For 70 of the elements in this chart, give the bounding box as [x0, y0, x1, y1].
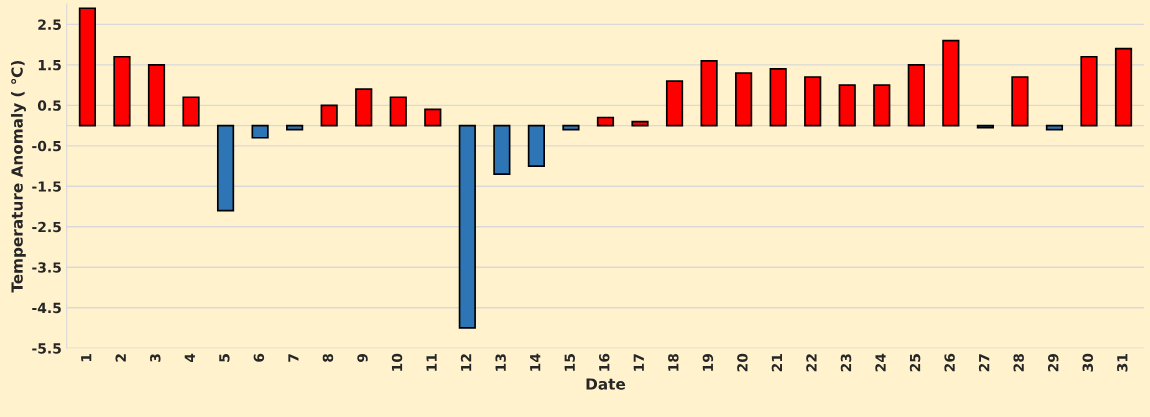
- y-tick-label: -0.5: [32, 140, 61, 152]
- x-tick-label: 8: [322, 353, 334, 362]
- bar: [320, 104, 338, 127]
- bar: [527, 124, 546, 167]
- bar: [562, 124, 580, 131]
- bar: [631, 120, 649, 127]
- bar: [873, 84, 891, 127]
- bar: [355, 88, 373, 127]
- y-tick-label: 2.5: [38, 19, 61, 30]
- x-tick-label: 18: [668, 353, 679, 371]
- x-tick-label: 26: [944, 353, 955, 372]
- x-tick-label: 7: [288, 354, 299, 362]
- bar: [251, 124, 269, 139]
- x-tick-label: 9: [357, 353, 368, 362]
- x-tick-label: 21: [771, 354, 782, 372]
- x-tick-label: 3: [150, 354, 161, 362]
- bar: [735, 72, 753, 127]
- bar: [596, 116, 615, 127]
- y-tick-label: -5.5: [32, 343, 61, 354]
- bar: [1011, 76, 1029, 127]
- y-tick-label: -2.5: [32, 221, 61, 233]
- bar: [458, 124, 476, 329]
- x-tick-label: 15: [564, 354, 575, 371]
- bar: [907, 64, 925, 127]
- bar: [665, 80, 684, 127]
- x-tick-label: 17: [633, 354, 644, 371]
- x-tick-label: 14: [530, 353, 541, 371]
- bar: [1114, 47, 1133, 127]
- bar: [424, 108, 442, 127]
- x-tick-label: 29: [1047, 353, 1059, 372]
- x-tick-label: 1: [81, 354, 92, 362]
- bar: [769, 68, 787, 127]
- y-tick-label: -4.5: [32, 302, 61, 314]
- bar: [804, 76, 822, 127]
- bar: [216, 124, 235, 212]
- x-tick-label: 24: [875, 353, 886, 372]
- x-tick-label: 30: [1082, 353, 1094, 372]
- x-tick-label: 12: [460, 354, 472, 371]
- x-tick-label: 6: [253, 353, 265, 362]
- x-tick-label: 16: [599, 353, 610, 371]
- x-tick-label: 23: [840, 354, 852, 372]
- y-tick-label: -1.5: [32, 181, 61, 192]
- x-axis-title: Date: [586, 378, 626, 390]
- x-tick-label: 25: [909, 354, 921, 372]
- x-tick-label: 28: [1013, 353, 1024, 372]
- x-tick-label: 20: [737, 353, 748, 372]
- x-tick-label: 27: [978, 354, 990, 372]
- bar: [389, 96, 407, 127]
- bar: [1080, 55, 1098, 127]
- x-tick-label: 10: [391, 353, 403, 371]
- bar: [147, 64, 166, 127]
- bar: [113, 55, 131, 127]
- bar: [78, 7, 97, 127]
- y-axis-title: Temperature Anomaly ( ℃): [11, 61, 26, 293]
- y-tick-label: 1.5: [38, 60, 61, 71]
- bar: [700, 59, 718, 127]
- x-tick-label: 22: [806, 354, 817, 372]
- bar: [838, 84, 856, 127]
- x-tick-label: 11: [426, 354, 437, 371]
- x-tick-label: 13: [495, 354, 506, 371]
- x-tick-label: 31: [1117, 354, 1128, 372]
- bar: [493, 124, 511, 175]
- x-tick-label: 4: [184, 353, 195, 363]
- y-tick-label: 0.5: [37, 100, 61, 111]
- bar: [182, 96, 200, 127]
- bar: [942, 39, 960, 127]
- x-tick-label: 2: [115, 354, 126, 362]
- y-tick-label: -3.5: [32, 262, 61, 273]
- x-tick-label: 5: [219, 354, 230, 362]
- x-tick-label: 19: [702, 353, 714, 371]
